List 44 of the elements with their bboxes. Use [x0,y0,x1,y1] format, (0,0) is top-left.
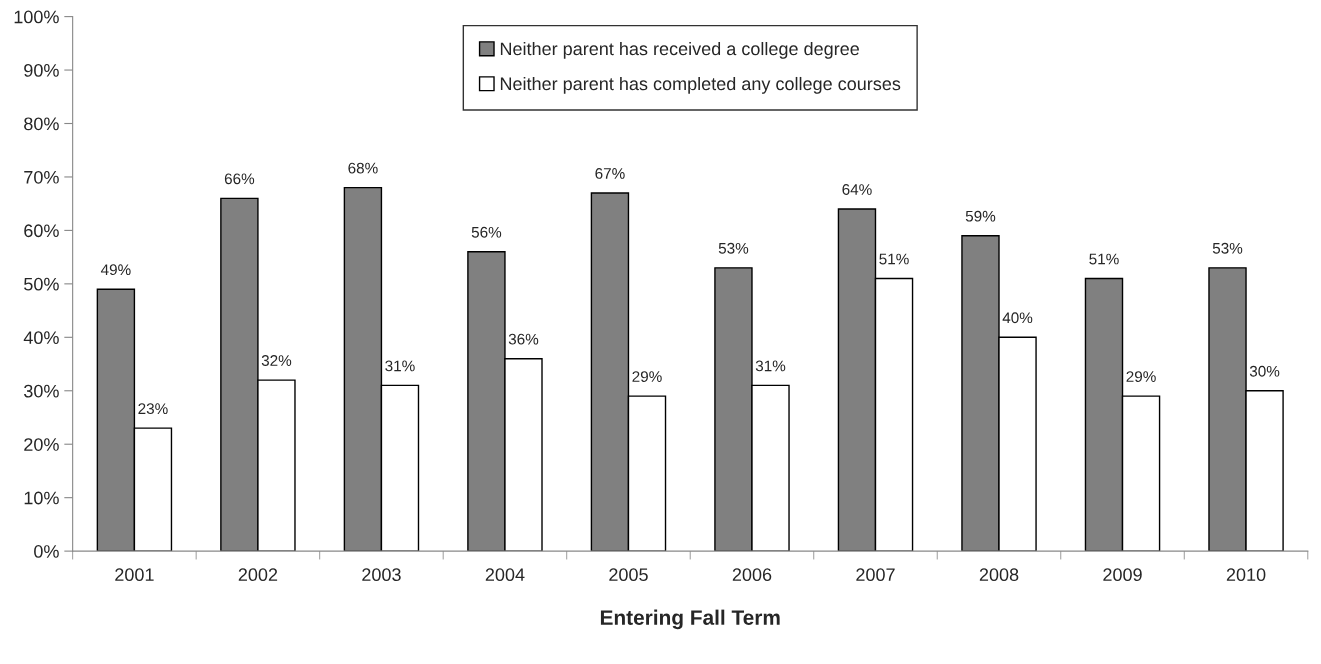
data-label: 51% [879,253,909,265]
y-tick-label: 0% [34,545,59,558]
data-label: 30% [1249,365,1280,377]
data-label: 66% [224,173,255,185]
x-tick-label: 2009 [1103,568,1142,582]
x-tick-label: 2007 [856,568,895,582]
legend-label: Neither parent has received a college degree [500,41,859,59]
data-label: 31% [385,360,415,372]
x-tick-label: 2010 [1226,568,1266,582]
data-label: 51% [1089,253,1119,265]
x-tick-label: 2003 [362,568,401,582]
data-label: 59% [965,210,996,222]
data-label: 49% [100,264,131,276]
y-tick-label: 60% [24,224,59,238]
y-tick-label: 70% [24,170,59,184]
y-tick-label: 90% [24,63,59,77]
data-label: 68% [348,162,378,174]
y-tick-label: 40% [23,331,59,345]
data-label: 31% [755,360,786,372]
data-label: 53% [718,242,749,254]
data-label: 23% [138,403,168,415]
x-tick-label: 2005 [609,568,648,582]
y-tick-label: 50% [24,277,59,291]
legend-label: Neither parent has completed any college courses [500,76,901,94]
x-axis-title: Entering Fall Term [600,609,780,630]
data-label: 32% [261,355,292,366]
data-label: 29% [632,371,662,382]
data-label: 53% [1212,242,1243,254]
data-label: 29% [1126,371,1156,382]
y-tick-label: 80% [24,117,59,131]
x-tick-label: 2002 [238,568,278,582]
x-tick-label: 2006 [732,568,772,582]
y-tick-label: 100% [14,10,59,24]
y-tick-label: 20% [24,438,59,451]
x-tick-label: 2004 [485,568,525,582]
data-label: 36% [508,333,539,345]
x-tick-label: 2001 [115,568,154,582]
data-label: 40% [1002,312,1033,324]
y-tick-label: 30% [24,384,59,398]
y-tick-label: 10% [24,491,59,505]
x-tick-label: 2008 [979,568,1019,582]
data-label: 56% [471,226,502,238]
data-label: 67% [595,168,625,179]
data-label: 64% [842,184,872,195]
